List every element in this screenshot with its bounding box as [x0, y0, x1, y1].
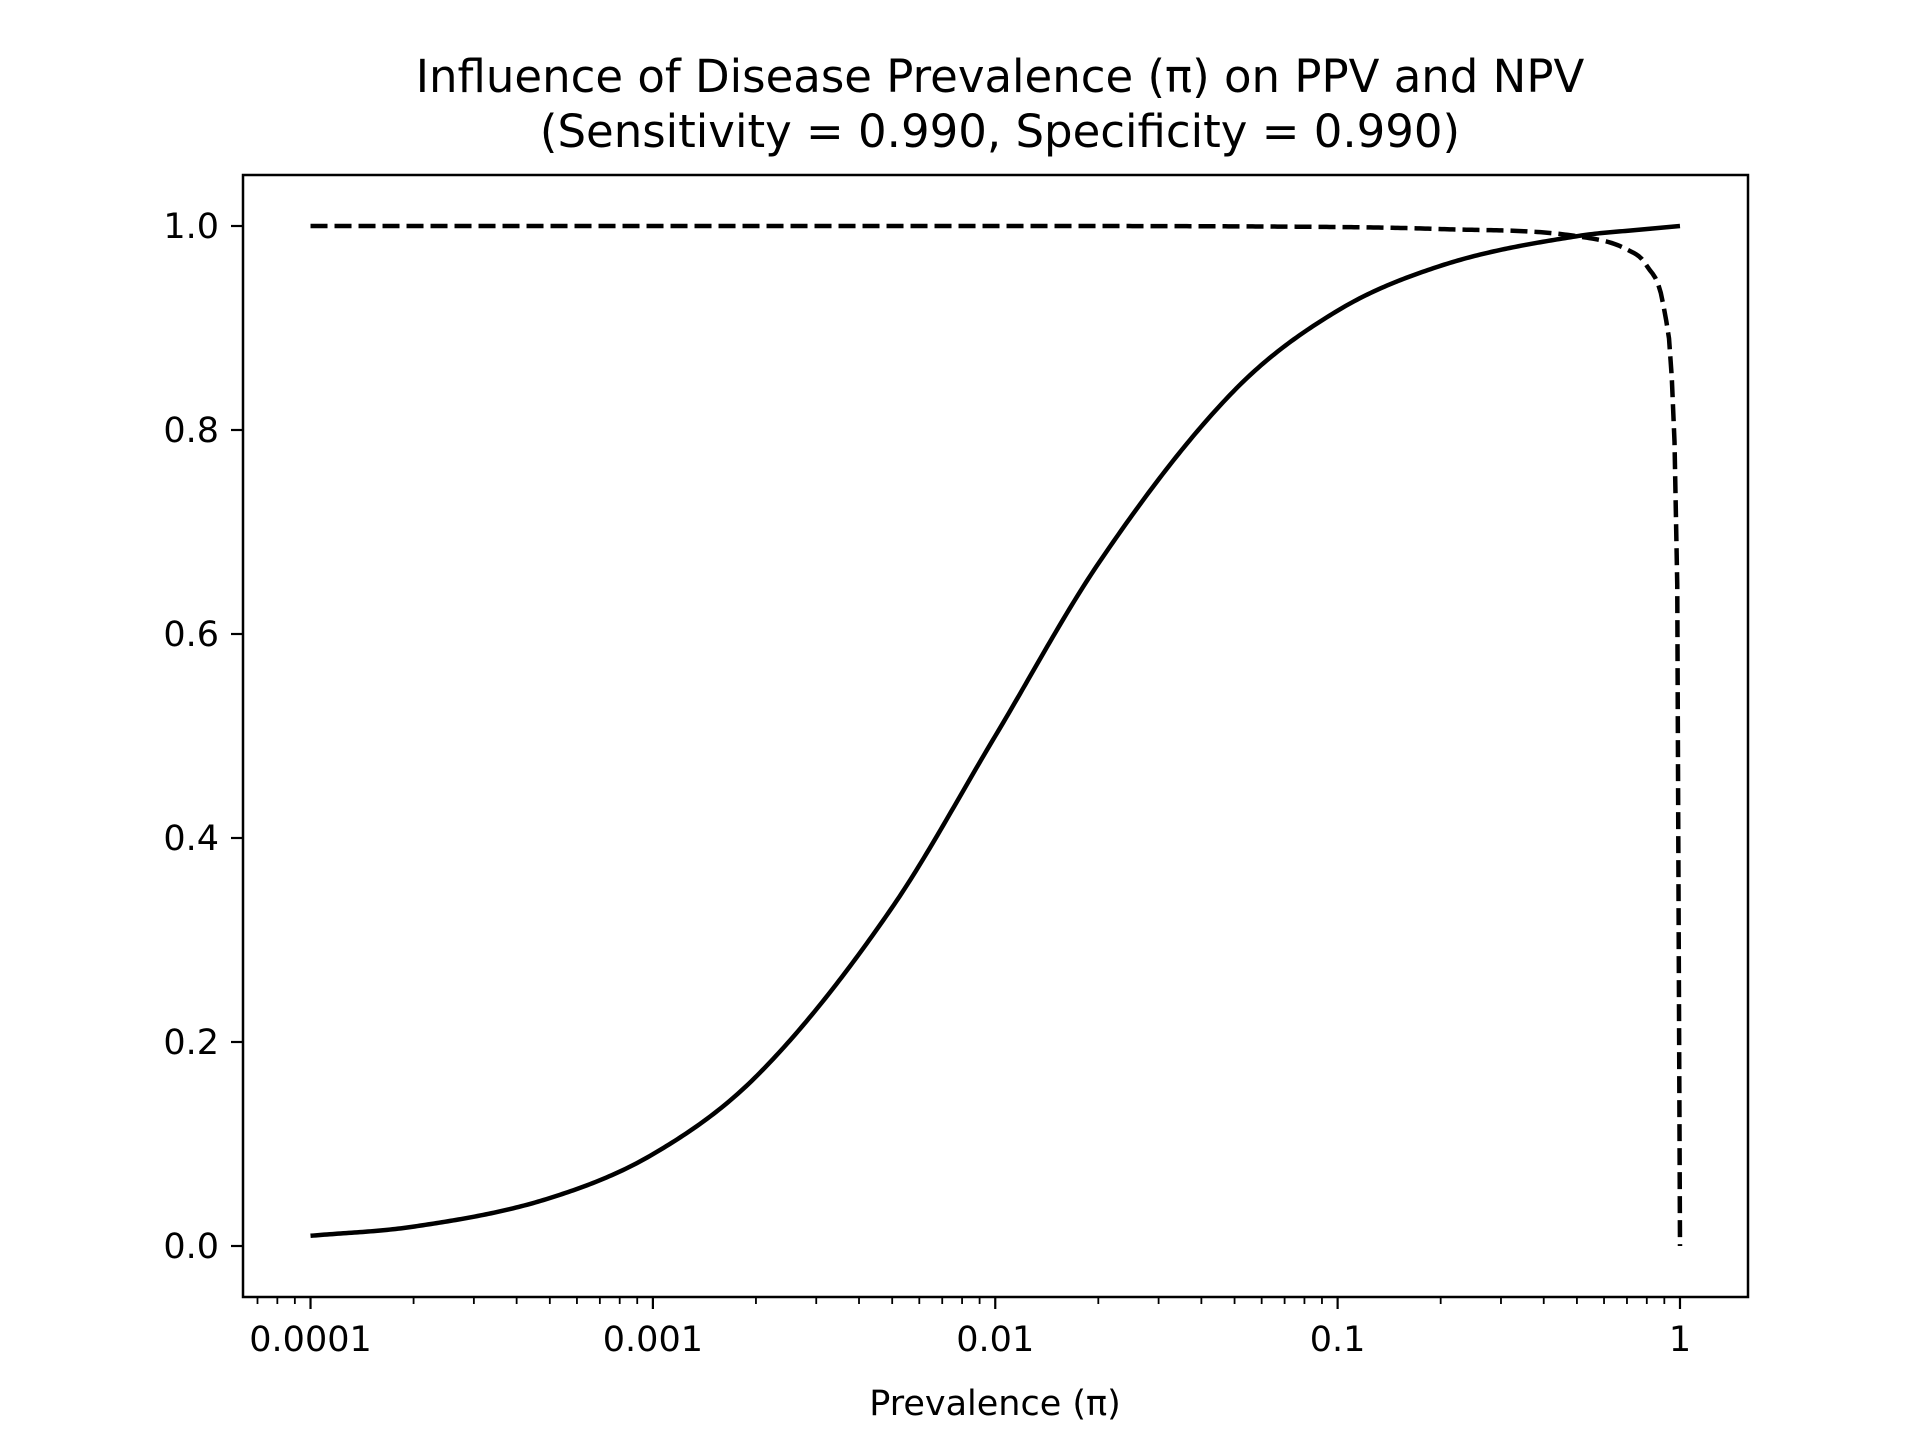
series-line-1	[310, 223, 1683, 1247]
chart-title: Influence of Disease Prevalence (π) on P…	[416, 50, 1585, 103]
y-tick-label: 1.0	[163, 207, 219, 247]
x-tick-label: 0.01	[956, 1320, 1034, 1360]
x-tick-label: 0.001	[603, 1320, 703, 1360]
y-tick-label: 0.4	[163, 819, 219, 859]
x-axis-ticks: 0.0001 0.001 0.01 0.1 1	[249, 1297, 1691, 1360]
y-tick-label: 0.8	[163, 411, 219, 451]
y-tick-label: 0.2	[163, 1023, 219, 1063]
x-tick-label: 0.0001	[249, 1320, 371, 1360]
plot-lines	[310, 223, 1683, 1247]
chart-subtitle: (Sensitivity = 0.990, Specificity = 0.99…	[540, 105, 1460, 158]
y-tick-label: 0.0	[163, 1227, 219, 1267]
y-axis-ticks: 0.0 0.2 0.4 0.6 0.8 1.0	[163, 207, 243, 1267]
y-tick-label: 0.6	[163, 615, 219, 655]
plot-frame	[241, 173, 1750, 1299]
x-axis-label: Prevalence (π)	[869, 1384, 1121, 1424]
series-line-0	[310, 223, 1681, 1239]
x-tick-label: 0.1	[1310, 1320, 1366, 1360]
x-tick-label: 1	[1669, 1320, 1691, 1360]
